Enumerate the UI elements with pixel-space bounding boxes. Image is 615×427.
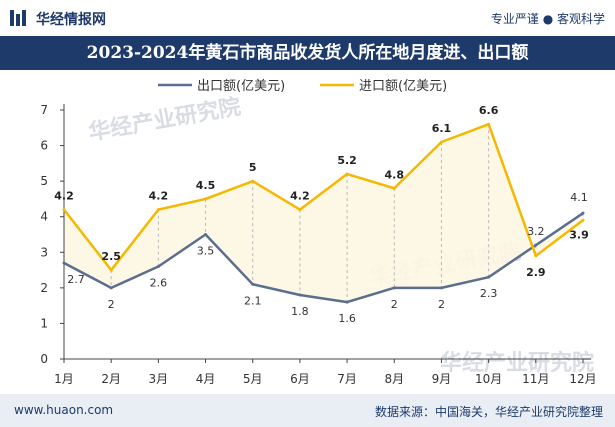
export-point bbox=[439, 286, 443, 290]
export-data-label: 2 bbox=[438, 298, 445, 311]
x-tick-label: 12月 bbox=[569, 372, 596, 386]
import-point bbox=[439, 140, 443, 144]
y-tick-label: 7 bbox=[40, 103, 48, 117]
x-tick-label: 8月 bbox=[384, 372, 404, 386]
x-tick-label: 2月 bbox=[101, 372, 121, 386]
export-series-line bbox=[63, 212, 584, 304]
import-data-label: 5 bbox=[249, 161, 257, 174]
x-tick-label: 1月 bbox=[54, 372, 74, 386]
x-tick-label: 11月 bbox=[522, 372, 549, 386]
import-data-label: 6.1 bbox=[432, 122, 452, 135]
import-data-label: 2.5 bbox=[101, 250, 121, 263]
footer-bar: www.huaon.com 数据来源：中国海关，华经产业研究院整理 bbox=[0, 394, 615, 427]
import-point bbox=[581, 218, 585, 222]
watermark-text: 华经产业研究院 bbox=[440, 350, 594, 376]
export-point bbox=[392, 286, 396, 290]
y-tick-label: 0 bbox=[40, 352, 48, 366]
export-data-label: 2 bbox=[391, 298, 398, 311]
export-data-label: 2.7 bbox=[67, 273, 85, 286]
export-point bbox=[156, 265, 160, 269]
x-tick-label: 7月 bbox=[337, 372, 357, 386]
export-data-label: 3.5 bbox=[197, 245, 215, 258]
x-tick-label: 3月 bbox=[149, 372, 169, 386]
import-data-label: 4.2 bbox=[290, 190, 310, 203]
export-data-label: 4.1 bbox=[570, 191, 588, 204]
export-point bbox=[345, 300, 349, 304]
export-point bbox=[109, 286, 113, 290]
export-data-label: 2.1 bbox=[244, 294, 262, 307]
import-data-label: 3.9 bbox=[569, 228, 589, 241]
export-data-label: 2 bbox=[108, 298, 115, 311]
y-tick-label: 6 bbox=[40, 139, 48, 153]
x-tick-label: 9月 bbox=[432, 372, 452, 386]
import-data-label: 5.2 bbox=[337, 154, 357, 167]
import-point bbox=[392, 186, 396, 190]
export-data-label: 2.3 bbox=[480, 287, 498, 300]
export-data-label: 2.6 bbox=[150, 277, 168, 290]
legend-export-label: 出口额(亿美元) bbox=[197, 79, 285, 94]
export-point bbox=[487, 275, 491, 279]
brand-name: 华经情报网 bbox=[36, 12, 106, 28]
import-point bbox=[487, 122, 491, 126]
y-tick-label: 1 bbox=[40, 316, 48, 330]
import-series-line bbox=[63, 122, 584, 272]
website-link[interactable]: www.huaon.com bbox=[14, 403, 114, 417]
import-point bbox=[109, 268, 113, 272]
y-tick-label: 3 bbox=[40, 245, 48, 259]
export-point bbox=[251, 282, 255, 286]
watermark-text: 华经产业研究院 bbox=[87, 94, 243, 146]
data-source: 数据来源：中国海关，华经产业研究院整理 bbox=[374, 405, 603, 419]
logo-icon bbox=[10, 10, 26, 26]
x-tick-label: 5月 bbox=[243, 372, 263, 386]
chart-area: 华经产业研究院华经产业研究院华经产业研究院出口额(亿美元)进口额(亿美元)012… bbox=[40, 79, 596, 386]
export-data-label: 1.6 bbox=[338, 312, 356, 325]
chart-title: 2023-2024年黄石市商品收发货人所在地月度进、出口额 bbox=[0, 36, 615, 70]
top-bar: 华经情报网 专业严谨 ● 客观科学 bbox=[0, 0, 615, 36]
export-point bbox=[204, 233, 208, 236]
import-point bbox=[298, 208, 302, 212]
x-tick-label: 10月 bbox=[475, 372, 502, 386]
export-point bbox=[62, 261, 66, 265]
y-tick-label: 5 bbox=[40, 174, 48, 188]
import-point bbox=[156, 208, 160, 212]
import-data-label: 4.8 bbox=[385, 168, 405, 181]
export-point bbox=[581, 211, 585, 215]
import-point bbox=[62, 208, 66, 212]
export-point bbox=[298, 293, 302, 297]
export-data-label: 1.8 bbox=[291, 305, 309, 318]
import-point bbox=[345, 172, 349, 176]
import-point bbox=[204, 197, 208, 201]
export-data-label: 3.2 bbox=[527, 225, 545, 238]
tagline: 专业严谨 ● 客观科学 bbox=[490, 12, 605, 26]
export-point bbox=[534, 243, 538, 247]
y-tick-label: 4 bbox=[40, 210, 48, 224]
import-data-label: 2.9 bbox=[526, 266, 546, 279]
import-point bbox=[251, 179, 255, 183]
import-data-label: 6.6 bbox=[479, 104, 499, 117]
legend-import-label: 进口额(亿美元) bbox=[359, 79, 447, 94]
import-point bbox=[534, 254, 538, 258]
y-tick-label: 2 bbox=[40, 281, 48, 295]
import-data-label: 4.2 bbox=[149, 190, 169, 203]
x-tick-label: 4月 bbox=[196, 372, 216, 386]
import-data-label: 4.5 bbox=[196, 179, 216, 192]
x-tick-label: 6月 bbox=[290, 372, 310, 386]
import-data-label: 4.2 bbox=[54, 190, 74, 203]
between-area bbox=[64, 124, 583, 303]
